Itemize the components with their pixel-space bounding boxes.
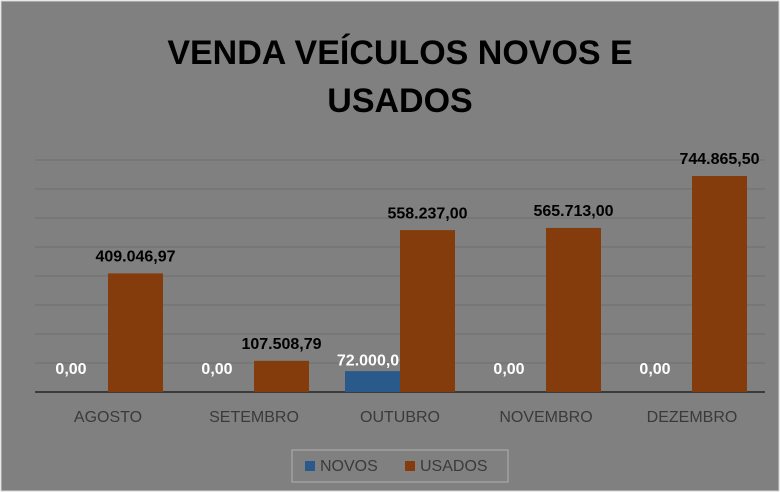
- data-label: 744.865,50: [679, 151, 759, 168]
- x-tick-label: AGOSTO: [74, 409, 142, 426]
- chart-title: VENDA VEÍCULOS NOVOS E USADOS: [167, 34, 632, 120]
- legend-swatch: [305, 461, 315, 471]
- x-tick-label: DEZEMBRO: [647, 409, 738, 426]
- data-label: 107.508,79: [241, 336, 321, 353]
- data-label: 0,00: [493, 361, 524, 378]
- bar: [108, 273, 163, 392]
- bar: [254, 360, 309, 392]
- bar: [692, 175, 747, 392]
- legend: NOVOS USADOS: [291, 449, 509, 483]
- bar: [345, 371, 400, 392]
- legend-swatch: [405, 461, 415, 471]
- bar: [546, 227, 601, 392]
- x-tick-label: NOVEMBRO: [499, 409, 592, 426]
- legend-label: NOVOS: [320, 458, 378, 475]
- legend-label: USADOS: [420, 458, 488, 475]
- x-tick-label: OUTUBRO: [360, 409, 440, 426]
- bar: [400, 230, 455, 392]
- title-line: USADOS: [327, 82, 472, 120]
- data-label: 0,00: [55, 361, 86, 378]
- data-label: 565.713,00: [533, 203, 613, 220]
- data-label: 409.046,97: [95, 249, 175, 266]
- title-line: VENDA VEÍCULOS NOVOS E: [167, 34, 632, 72]
- data-label: 0,00: [639, 361, 670, 378]
- legend-box: [291, 449, 509, 483]
- data-label: 72.000,00: [337, 352, 408, 369]
- data-label: 0,00: [201, 361, 232, 378]
- x-tick-label: SETEMBRO: [209, 409, 299, 426]
- data-label: 558.237,00: [387, 205, 467, 222]
